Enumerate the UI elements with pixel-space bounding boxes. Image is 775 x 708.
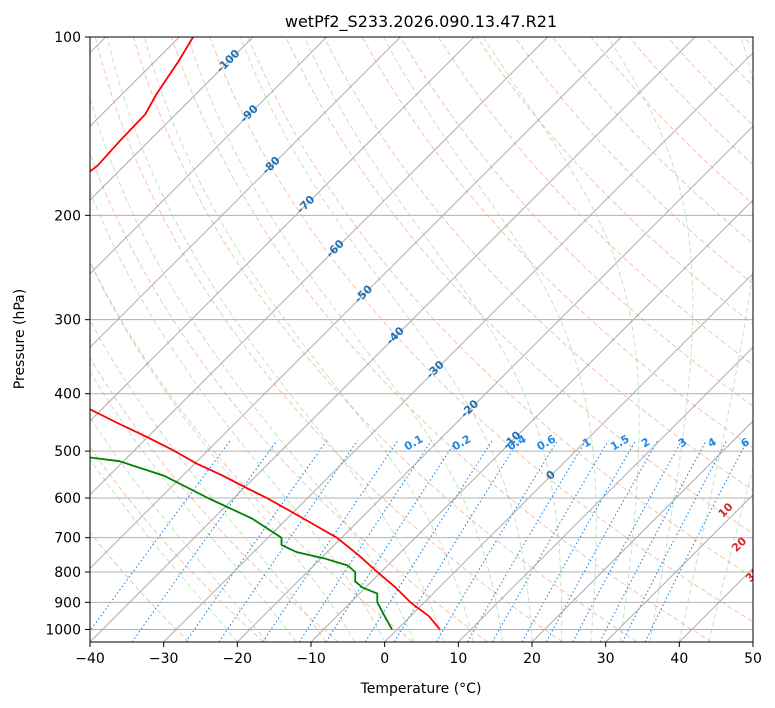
y-tick-label: 700	[54, 531, 81, 547]
moist-adiabat-line	[90, 458, 238, 642]
y-tick-label: 900	[54, 595, 81, 611]
dry-adiabat-line	[399, 37, 753, 407]
y-tick-label: 200	[54, 208, 81, 224]
y-tick-label: 300	[54, 313, 81, 329]
moist-adiabat-line	[90, 319, 327, 642]
moist-adiabat-line	[143, 37, 474, 642]
temperature-trace	[90, 37, 441, 630]
isotherm-line	[384, 272, 753, 642]
x-tick-label: 40	[670, 651, 688, 667]
isotherm-line	[605, 493, 753, 642]
dry-adiabat-line	[361, 37, 753, 449]
mixing-ratio-line	[185, 440, 328, 642]
x-axis: −40 −30 −20 −10 0 10 20 30 40 50	[75, 642, 762, 667]
mixing-ratio-line	[572, 440, 683, 642]
x-tick-label: 50	[744, 651, 762, 667]
x-tick-label: 20	[523, 651, 541, 667]
mixing-ratio-line	[131, 440, 278, 642]
dry-adiabat-line	[90, 356, 339, 642]
isotherm-line	[531, 420, 753, 642]
mixing-ratio-line	[467, 440, 587, 642]
isotherm-line	[90, 37, 328, 275]
moist-adiabat-label: 30	[743, 565, 763, 585]
x-tick-label: 30	[597, 651, 615, 667]
moist-adiabat-line	[678, 37, 753, 642]
x-tick-label: −40	[75, 651, 105, 667]
x-tick-label: 0	[380, 651, 389, 667]
x-tick-label: 10	[449, 651, 467, 667]
mixing-ratio-line	[644, 440, 748, 642]
chart-title: wetPf2_S233.2026.090.13.47.R21	[285, 12, 557, 32]
moist-adiabat-line	[303, 37, 563, 642]
isotherm-line	[90, 37, 475, 422]
dry-adiabat-line	[90, 531, 190, 642]
moist-adiabats	[90, 37, 753, 642]
dry-adiabat-line	[247, 37, 753, 578]
moist-adiabat-line	[708, 466, 753, 642]
x-tick-label: −30	[149, 651, 179, 667]
moist-adiabat-line	[90, 189, 386, 642]
moist-adiabat-line	[239, 37, 533, 642]
isotherm-line	[90, 37, 696, 642]
moist-adiabat-line	[187, 37, 503, 642]
dry-adiabat-line	[94, 37, 563, 642]
isotherm-line	[90, 37, 622, 570]
y-tick-label: 100	[54, 30, 81, 46]
mixing-ratio-line	[90, 440, 231, 632]
plot-area: -100-90-80-70-60-50-40-30-20-10010203040…	[90, 37, 763, 642]
moist-adiabat-line	[90, 416, 268, 642]
dry-adiabat-line	[209, 37, 753, 623]
dry-adiabat-line	[171, 37, 712, 642]
moist-adiabat-line	[482, 37, 640, 642]
y-axis: 100 200 300 400 500 600 700 800 900 1000	[45, 30, 90, 638]
moist-adiabat-line	[607, 37, 694, 642]
dry-adiabat-line	[437, 37, 753, 366]
mixing-ratio-line	[491, 440, 609, 642]
moist-adiabat-line	[383, 37, 597, 642]
dry-adiabat-line	[90, 152, 488, 642]
x-tick-label: −10	[296, 651, 326, 667]
isotherm-line	[90, 37, 549, 496]
y-tick-label: 600	[54, 491, 81, 507]
dry-adiabat-line	[323, 37, 753, 491]
isotherm-line	[310, 199, 753, 642]
isotherm-line	[90, 37, 254, 201]
isotherm-line	[236, 125, 753, 642]
mixing-ratio-line	[325, 440, 457, 642]
mixing-ratio-line	[298, 440, 432, 642]
dry-adiabats	[90, 37, 753, 642]
y-tick-label: 500	[54, 444, 81, 460]
mixing-ratio-line	[521, 440, 637, 642]
mixing-ratio-line	[545, 440, 659, 642]
sounding-traces	[90, 37, 441, 630]
y-tick-label: 400	[54, 387, 81, 403]
plot-frame	[89, 36, 754, 643]
mixing-ratio-line	[262, 440, 399, 642]
moist-adiabat-line	[106, 37, 445, 642]
isobars	[90, 37, 753, 630]
moist-adiabat-line	[90, 260, 356, 642]
dry-adiabat-line	[285, 37, 753, 535]
y-axis-title: Pressure (hPa)	[12, 289, 28, 389]
x-axis-title: Temperature (°C)	[360, 681, 482, 697]
isotherm-line	[90, 37, 401, 349]
mixing-ratio-line	[364, 440, 493, 642]
y-tick-label: 800	[54, 565, 81, 581]
y-tick-label: 1000	[45, 622, 81, 638]
mixing-ratio-line	[435, 440, 558, 642]
isotherm-line	[163, 51, 753, 642]
isotherm-line	[457, 346, 753, 642]
x-tick-label: −20	[223, 651, 253, 667]
dry-adiabat-line	[132, 37, 638, 642]
dry-adiabat-line	[90, 446, 264, 642]
isotherms	[90, 37, 753, 642]
dewpoint-trace	[90, 456, 393, 630]
dry-adiabat-line	[514, 37, 753, 285]
